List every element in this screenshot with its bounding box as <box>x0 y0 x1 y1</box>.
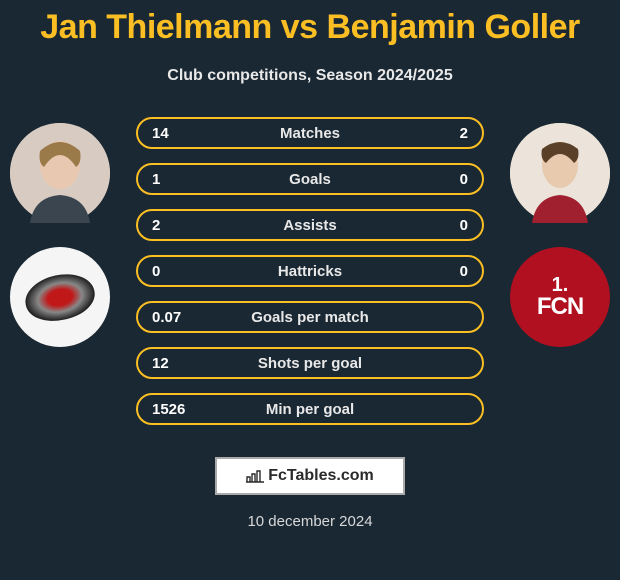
stat-right-value: 0 <box>460 263 468 280</box>
stat-left-value: 12 <box>152 355 169 372</box>
avatar-placeholder-icon <box>10 123 110 223</box>
stat-row: 2 Assists 0 <box>136 209 484 241</box>
club-badge-text-top: 1. <box>552 275 569 295</box>
stat-row: 0.07 Goals per match <box>136 301 484 333</box>
branding-text: FcTables.com <box>268 467 374 485</box>
stat-label: Matches <box>138 125 482 142</box>
player-right-avatar <box>510 123 610 223</box>
avatar-placeholder-icon <box>510 123 610 223</box>
stat-label: Hattricks <box>138 263 482 280</box>
stat-label: Goals <box>138 171 482 188</box>
stat-left-value: 14 <box>152 125 169 142</box>
stat-left-value: 2 <box>152 217 160 234</box>
stat-label: Min per goal <box>138 401 482 418</box>
stat-right-value: 0 <box>460 171 468 188</box>
subtitle: Club competitions, Season 2024/2025 <box>0 67 620 85</box>
stat-label: Goals per match <box>138 309 482 326</box>
branding-badge: FcTables.com <box>215 457 405 495</box>
stat-row: 1 Goals 0 <box>136 163 484 195</box>
stat-row: 0 Hattricks 0 <box>136 255 484 287</box>
stat-label: Assists <box>138 217 482 234</box>
chart-icon <box>246 469 264 483</box>
stat-row: 1526 Min per goal <box>136 393 484 425</box>
player-left-avatar <box>10 123 110 223</box>
stat-left-value: 1526 <box>152 401 185 418</box>
stat-label: Shots per goal <box>138 355 482 372</box>
club-badge-icon <box>21 268 99 327</box>
stat-right-value: 0 <box>460 217 468 234</box>
comparison-panel: 1. FCN 14 Matches 2 1 Goals 0 2 Assists … <box>0 113 620 433</box>
stat-right-value: 2 <box>460 125 468 142</box>
player-right-club-badge: 1. FCN <box>510 247 610 347</box>
player-left-club-badge <box>10 247 110 347</box>
stat-rows: 14 Matches 2 1 Goals 0 2 Assists 0 0 Hat… <box>136 117 484 439</box>
stat-row: 14 Matches 2 <box>136 117 484 149</box>
page-title: Jan Thielmann vs Benjamin Goller <box>0 0 620 47</box>
stat-row: 12 Shots per goal <box>136 347 484 379</box>
stat-left-value: 0.07 <box>152 309 181 326</box>
stat-left-value: 1 <box>152 171 160 188</box>
stat-left-value: 0 <box>152 263 160 280</box>
club-badge-text-bottom: FCN <box>537 295 583 319</box>
date-text: 10 december 2024 <box>0 513 620 530</box>
